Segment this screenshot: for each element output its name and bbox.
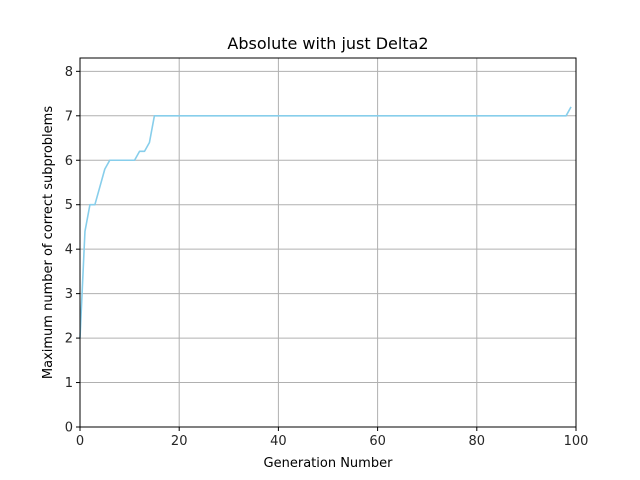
y-tick-label: 6 [65, 154, 73, 169]
y-tick-label: 0 [65, 421, 73, 436]
y-tick-label: 4 [65, 243, 73, 258]
x-tick-label: 80 [469, 434, 486, 449]
chart-title: Absolute with just Delta2 [227, 34, 428, 53]
y-axis: 0 1 2 3 4 5 6 7 8 [65, 65, 80, 436]
x-tick-label: 0 [76, 434, 84, 449]
y-tick-label: 3 [65, 287, 73, 302]
x-tick-label: 20 [171, 434, 188, 449]
x-axis-label: Generation Number [264, 456, 394, 471]
y-tick-label: 2 [65, 332, 73, 347]
x-tick-label: 60 [369, 434, 386, 449]
series-layer [79, 106, 572, 339]
y-axis-label: Maximum number of correct subproblems [41, 106, 56, 379]
x-tick-label: 100 [564, 434, 589, 449]
y-tick-label: 5 [65, 198, 73, 213]
plot-frame [79, 57, 577, 428]
y-tick-label: 1 [65, 376, 73, 391]
series-line [79, 106, 572, 339]
y-tick-label: 7 [65, 109, 73, 124]
y-tick-label: 8 [65, 65, 73, 80]
x-axis: 0 20 40 60 80 100 [76, 427, 589, 449]
x-tick-label: 40 [270, 434, 287, 449]
